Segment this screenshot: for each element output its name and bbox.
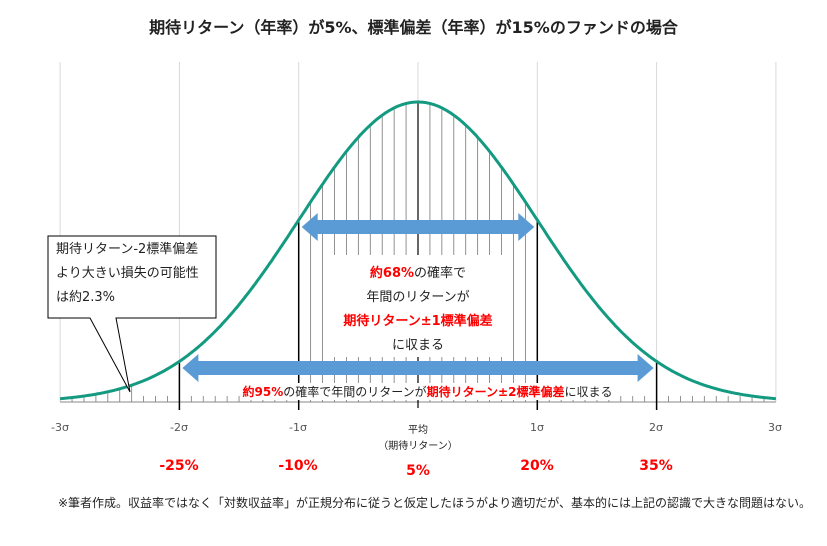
callout-line: より大きい損失の可能性 xyxy=(56,266,199,281)
axis-label: -3σ xyxy=(51,421,69,434)
red-text: 期待リターン±1標準偏差 xyxy=(343,314,493,329)
return-label: 5% xyxy=(406,463,430,479)
text-box xyxy=(330,255,506,357)
callout-line: 期待リターン-2標準偏差 xyxy=(56,242,199,257)
red-text: 約68% xyxy=(369,266,415,281)
return-label: 35% xyxy=(639,458,673,474)
text: に収まる xyxy=(564,385,613,399)
return-label: 20% xyxy=(520,458,554,474)
two-sigma-text: 約95%の確率で年間のリターンが期待リターン±2標準偏差に収まる xyxy=(240,383,615,400)
footnote: ※筆者作成。収益率ではなく「対数収益率」が正規分布に従うと仮定したほうがより適切… xyxy=(58,496,811,510)
axis-label: -1σ xyxy=(289,421,307,434)
axis-label: -2σ xyxy=(170,421,188,434)
axis-label: 3σ xyxy=(768,421,782,434)
text: 年間のリターンが xyxy=(366,290,470,305)
one-sigma-text: 約68%の確率で 年間のリターンが 期待リターン±1標準偏差 に収まる xyxy=(330,262,506,358)
normal-curve xyxy=(59,100,777,401)
callout-line: は約2.3% xyxy=(56,290,116,305)
chart-title: 期待リターン（年率）が5%、標準偏差（年率）が15%のファンドの場合 xyxy=(149,18,678,37)
text: の確率で xyxy=(414,266,467,281)
axis-label: 2σ xyxy=(649,421,663,434)
one-sigma-arrow xyxy=(301,213,535,241)
tail-callout: 期待リターン-2標準偏差 より大きい損失の可能性 は約2.3% xyxy=(48,236,216,318)
two-sigma-arrow xyxy=(182,354,654,382)
return-label: -25% xyxy=(159,458,199,474)
return-label: -10% xyxy=(278,458,318,474)
callout-bubble xyxy=(47,235,217,393)
red-text: 期待リターン±2標準偏差 xyxy=(426,385,565,399)
axis-label: 1σ xyxy=(530,421,544,434)
text: の確率で年間のリターンが xyxy=(283,385,427,399)
axis-label: 平均 xyxy=(408,425,428,436)
text: に収まる xyxy=(391,338,444,353)
red-text: 約95% xyxy=(242,385,284,399)
axis-sublabel: （期待リターン） xyxy=(378,441,458,452)
